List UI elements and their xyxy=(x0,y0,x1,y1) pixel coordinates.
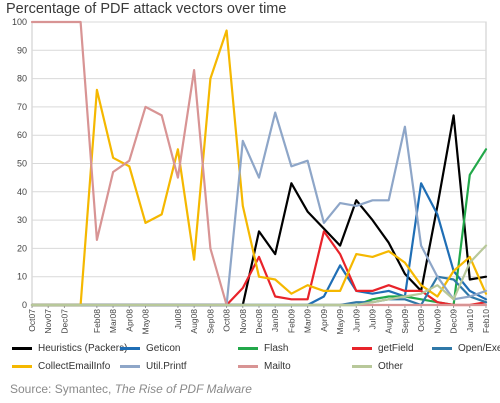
x-tick-label: Dec08 xyxy=(254,309,264,334)
y-tick-label: 80 xyxy=(17,74,27,84)
legend-label: Geticon xyxy=(146,343,181,354)
legend-item: Mailto xyxy=(238,361,291,372)
legend-swatch xyxy=(238,365,258,368)
legend-swatch xyxy=(120,347,140,350)
source-title: The Rise of PDF Malware xyxy=(114,382,252,396)
x-tick-label: Jun09 xyxy=(351,309,361,332)
chart-title: Percentage of PDF attack vectors over ti… xyxy=(6,1,287,17)
legend-label: Mailto xyxy=(264,361,291,372)
x-tick-label: Jul08 xyxy=(173,309,183,330)
series-line-other xyxy=(30,244,488,307)
x-tick-label: Dec07 xyxy=(59,309,69,334)
x-tick-label: Nov07 xyxy=(43,309,53,334)
x-tick-label: May08 xyxy=(141,309,151,335)
x-tick-label: Oct08 xyxy=(222,309,232,332)
legend-label: Util.Printf xyxy=(146,361,187,372)
x-tick-label: Oct09 xyxy=(416,309,426,332)
x-tick-label: Apr08 xyxy=(124,309,134,332)
y-axis: 0 10 20 30 40 50 60 70 80 90 100 xyxy=(12,17,27,310)
legend-swatch xyxy=(352,365,372,368)
x-tick-label: Sep08 xyxy=(205,309,215,334)
y-tick-label: 30 xyxy=(17,215,27,225)
x-axis: Oct07 Nov07 Dec07 Feb08 Mar08 Apr08 May08 Jul08… xyxy=(27,305,491,335)
legend-item: Open/Execute xyxy=(432,343,500,354)
legend: Heuristics (Packers) Geticon Flash getField… xyxy=(12,343,500,377)
source-note: Source: Symantec, The Rise of PDF Malwar… xyxy=(10,382,252,396)
legend-label: getField xyxy=(378,343,414,354)
legend-label: Flash xyxy=(264,343,289,354)
x-tick-label: Dec09 xyxy=(449,309,459,334)
legend-swatch xyxy=(432,347,452,350)
legend-label: Heuristics (Packers) xyxy=(38,343,128,354)
x-tick-label: Nov08 xyxy=(238,309,248,334)
line-chart: 0 10 20 30 40 50 60 70 80 90 100 Oct07 Nov07 Dec07 Fe… xyxy=(12,17,491,335)
x-tick-label: Sep09 xyxy=(400,309,410,334)
x-tick-label: Feb08 xyxy=(92,309,102,333)
x-tick-label: Nov09 xyxy=(432,309,442,334)
y-tick-label: 20 xyxy=(17,243,27,253)
legend-label: Open/Execute xyxy=(458,343,500,354)
y-tick-label: 10 xyxy=(17,272,27,282)
x-tick-label: Feb10 xyxy=(481,309,491,333)
x-tick-label: Apr09 xyxy=(319,309,329,332)
legend-item: Flash xyxy=(238,343,288,354)
x-tick-label: Jan09 xyxy=(270,309,280,332)
legend-label: Other xyxy=(378,361,404,372)
x-tick-label: Oct07 xyxy=(27,309,37,332)
legend-swatch xyxy=(12,365,32,368)
grid xyxy=(31,21,487,306)
legend-swatch xyxy=(12,347,32,350)
x-tick-label: May09 xyxy=(335,309,345,335)
x-tick-label: Jul09 xyxy=(368,309,378,330)
legend-item: Other xyxy=(352,361,403,372)
legend-label: CollectEmailInfo xyxy=(38,361,111,372)
x-tick-label: Feb09 xyxy=(286,309,296,333)
y-tick-label: 40 xyxy=(17,187,27,197)
legend-swatch xyxy=(238,347,258,350)
legend-swatch xyxy=(352,347,372,350)
y-tick-label: 0 xyxy=(22,300,27,310)
x-tick-label: Mar09 xyxy=(303,309,313,333)
series-line-collectemailinfo xyxy=(30,29,488,307)
y-tick-label: 90 xyxy=(17,45,27,55)
y-tick-label: 100 xyxy=(12,17,27,27)
legend-item: Util.Printf xyxy=(120,361,187,372)
legend-item: CollectEmailInfo xyxy=(12,361,110,372)
y-tick-label: 60 xyxy=(17,130,27,140)
y-tick-label: 70 xyxy=(17,102,27,112)
x-tick-label: Jan10 xyxy=(465,309,475,332)
source-prefix: Source: Symantec, xyxy=(10,382,115,396)
legend-item: getField xyxy=(352,343,414,354)
legend-swatch xyxy=(120,365,140,368)
series-lines xyxy=(30,20,488,307)
x-tick-label: Mar08 xyxy=(108,309,118,333)
y-tick-label: 50 xyxy=(17,159,27,169)
x-tick-label: Aug08 xyxy=(189,309,199,334)
legend-item: Geticon xyxy=(120,343,180,354)
x-tick-label: Aug09 xyxy=(384,309,394,334)
legend-item: Heuristics (Packers) xyxy=(12,343,127,354)
